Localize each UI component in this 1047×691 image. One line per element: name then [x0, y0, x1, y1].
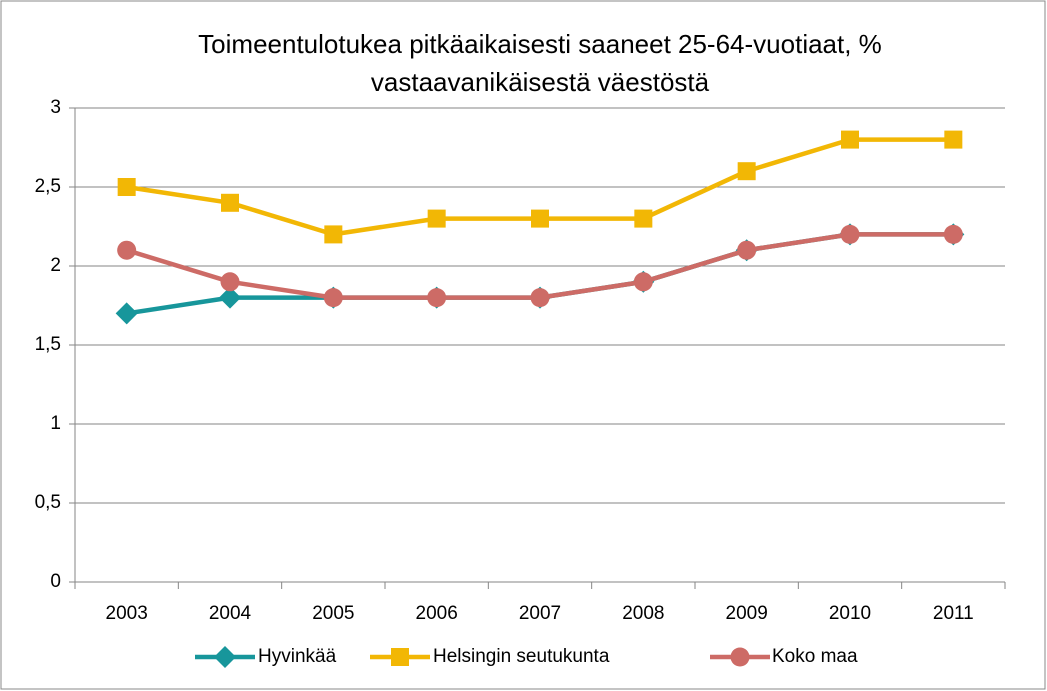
- y-tick-label: 3: [50, 97, 61, 118]
- legend-label: Hyvinkää: [258, 646, 337, 667]
- x-tick-label: 2006: [416, 603, 458, 624]
- marker-circle: [530, 288, 550, 308]
- marker-square: [737, 162, 756, 181]
- marker-square: [427, 209, 446, 228]
- marker-circle: [220, 272, 240, 292]
- marker-square: [841, 130, 859, 149]
- marker-square: [221, 193, 239, 212]
- marker-circle: [737, 240, 757, 260]
- y-tick-label: 2,5: [35, 176, 61, 197]
- y-tick-label: 0,5: [35, 492, 61, 513]
- marker-circle: [427, 288, 447, 308]
- x-tick-label: 2005: [312, 603, 354, 624]
- marker-square: [634, 209, 653, 228]
- marker-circle: [323, 288, 343, 308]
- x-tick-label: 2008: [622, 603, 664, 624]
- marker-square: [944, 130, 963, 149]
- y-tick-label: 1,5: [35, 334, 61, 355]
- marker-circle: [633, 272, 653, 292]
- legend-label: Koko maa: [772, 646, 858, 667]
- marker-square: [117, 178, 136, 196]
- marker-circle: [840, 224, 860, 244]
- marker-diamond: [115, 302, 138, 325]
- y-tick-label: 0: [50, 571, 61, 592]
- marker-circle: [943, 224, 963, 244]
- marker-circle: [730, 647, 750, 667]
- x-tick-label: 2004: [209, 603, 252, 624]
- x-tick-label: 2011: [933, 603, 974, 624]
- y-tick-label: 1: [50, 413, 61, 434]
- x-tick-label: 2010: [829, 603, 871, 624]
- y-tick-label: 2: [50, 255, 61, 276]
- legend-label: Helsingin seutukunta: [433, 646, 610, 667]
- chart-title: vastaavanikäisestä väestöstä: [371, 67, 710, 97]
- x-tick-label: 2003: [106, 603, 148, 624]
- marker-circle: [117, 240, 137, 260]
- chart-title: Toimeentulotukea pitkäaikaisesti saaneet…: [198, 29, 882, 59]
- marker-square: [531, 209, 549, 228]
- marker-square: [391, 648, 409, 666]
- x-tick-label: 2007: [519, 603, 561, 624]
- marker-diamond: [214, 646, 236, 668]
- marker-diamond: [219, 286, 241, 309]
- x-tick-label: 2009: [726, 603, 768, 624]
- marker-square: [324, 225, 343, 244]
